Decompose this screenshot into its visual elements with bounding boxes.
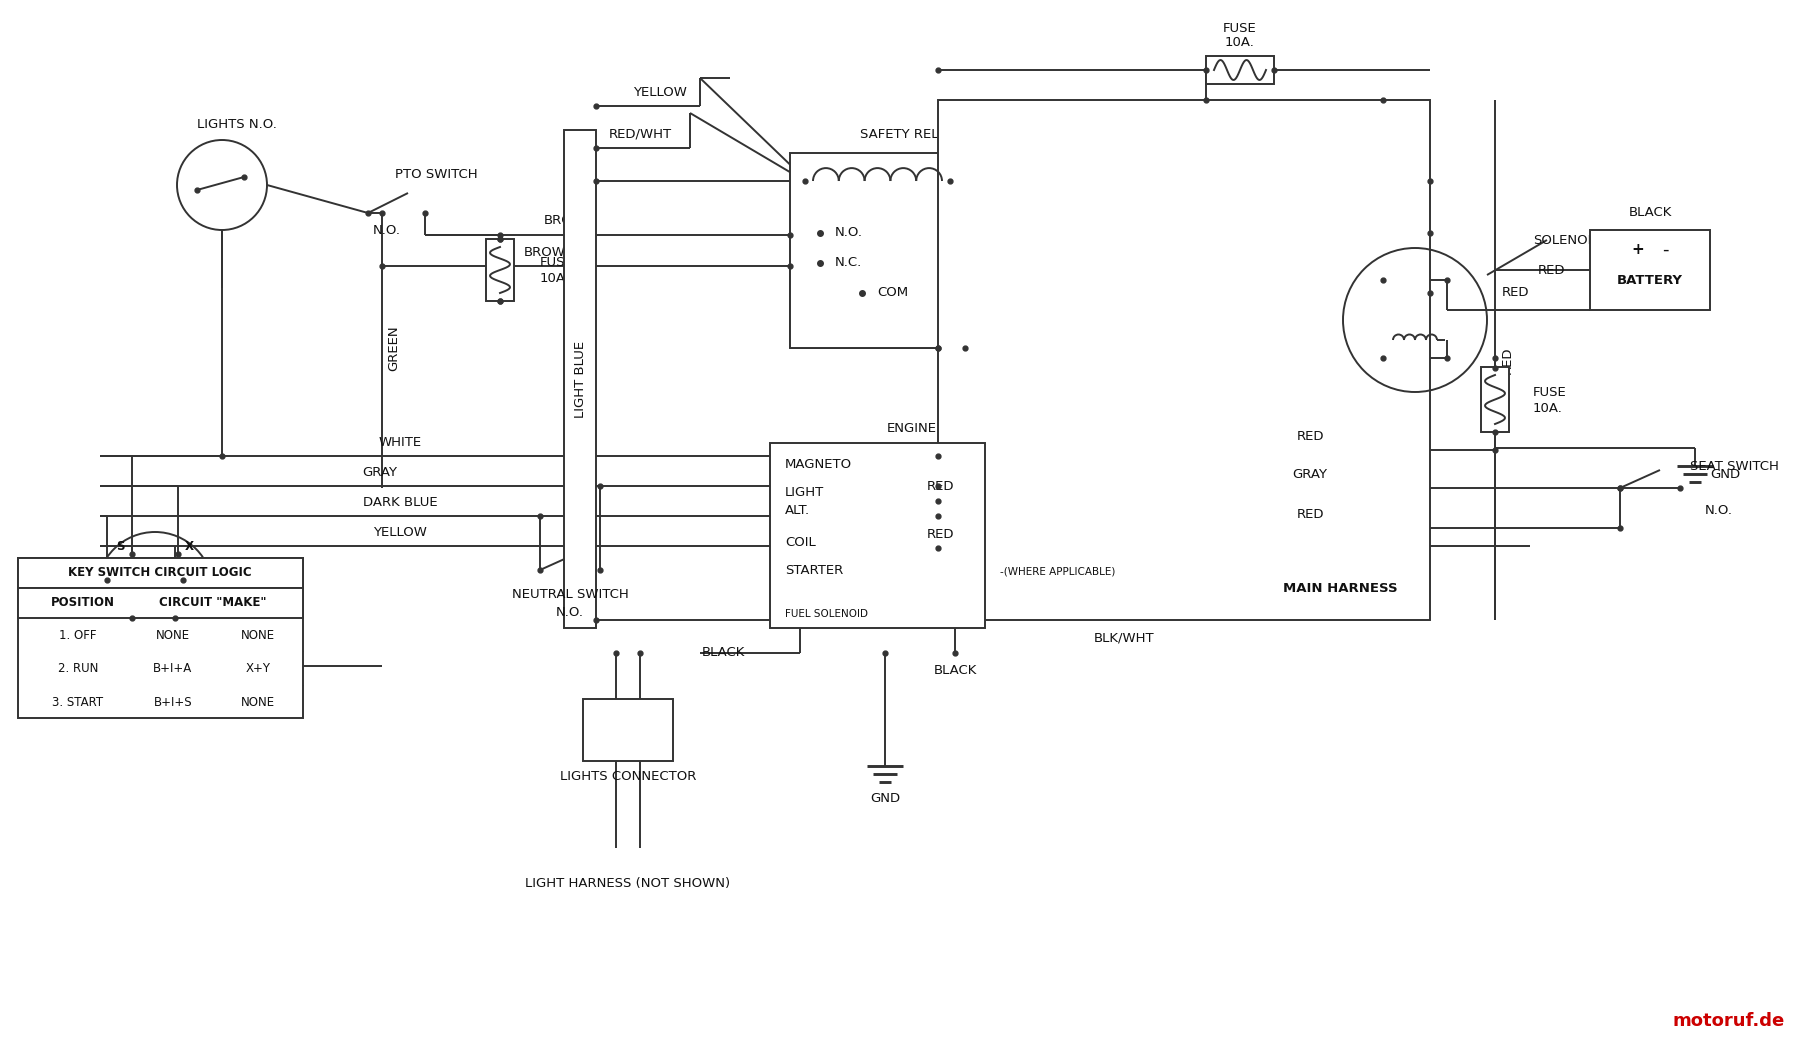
Text: motoruf.de: motoruf.de: [1672, 1012, 1786, 1030]
Text: BLACK: BLACK: [702, 647, 745, 659]
Text: A: A: [88, 573, 97, 587]
Text: BLK/WHT: BLK/WHT: [1094, 632, 1154, 645]
Text: COM: COM: [877, 286, 909, 300]
Text: RED: RED: [1296, 430, 1323, 442]
Text: SOLENOID: SOLENOID: [1534, 234, 1602, 246]
Text: NONE: NONE: [157, 629, 191, 641]
Text: +: +: [1631, 242, 1645, 258]
Text: LIGHT BLUE: LIGHT BLUE: [574, 341, 587, 417]
Text: -(WHERE APPLICABLE): -(WHERE APPLICABLE): [1001, 566, 1116, 576]
Bar: [486, 239, 515, 301]
Text: POSITION: POSITION: [50, 596, 115, 610]
Text: RED/WHT: RED/WHT: [608, 128, 671, 140]
Text: FUSE: FUSE: [540, 256, 574, 268]
Text: B+I+A: B+I+A: [153, 662, 193, 675]
Text: BROWN: BROWN: [544, 215, 596, 227]
Text: BROWN: BROWN: [524, 245, 576, 259]
Text: LIGHTS N.O.: LIGHTS N.O.: [196, 117, 277, 131]
Text: GREEN: GREEN: [387, 325, 400, 371]
Bar: [18, 558, 302, 718]
Text: RED: RED: [927, 480, 954, 494]
Text: LIGHTS CONNECTOR: LIGHTS CONNECTOR: [560, 770, 697, 784]
Bar: [583, 699, 673, 761]
Text: BLACK: BLACK: [977, 165, 1021, 177]
Text: WHITE: WHITE: [378, 436, 421, 449]
Text: KEY SWITCH: KEY SWITCH: [99, 694, 191, 706]
Text: NONE: NONE: [241, 629, 275, 641]
Text: N.O.: N.O.: [835, 226, 862, 240]
Text: B+I+S: B+I+S: [153, 696, 193, 708]
Text: Y: Y: [182, 604, 191, 616]
Text: BATTERY: BATTERY: [1616, 274, 1683, 286]
Bar: [18, 588, 302, 618]
Bar: [1589, 230, 1710, 310]
Bar: [1206, 56, 1274, 84]
Bar: [790, 153, 965, 348]
Text: GND: GND: [869, 791, 900, 805]
Text: MAGNETO: MAGNETO: [785, 459, 851, 472]
Text: ALT.: ALT.: [785, 504, 810, 518]
Text: GRAY: GRAY: [1292, 467, 1328, 480]
Text: S: S: [117, 540, 124, 552]
Bar: [18, 558, 302, 588]
Bar: [1481, 367, 1508, 432]
Text: GRAY: GRAY: [362, 465, 398, 479]
Text: LIGHT: LIGHT: [785, 486, 824, 500]
Text: 10A.: 10A.: [1534, 401, 1562, 415]
Text: X: X: [185, 540, 194, 552]
Text: X+Y: X+Y: [245, 662, 270, 675]
Text: RED: RED: [1501, 285, 1530, 299]
Bar: [770, 443, 985, 628]
Text: NONE: NONE: [241, 696, 275, 708]
Text: KEY SWITCH CIRCUIT LOGIC: KEY SWITCH CIRCUIT LOGIC: [68, 567, 252, 580]
Bar: [938, 100, 1429, 620]
Text: BLACK: BLACK: [1629, 205, 1672, 218]
Text: RED: RED: [1501, 346, 1514, 374]
Text: I: I: [121, 604, 124, 616]
Text: NEUTRAL SWITCH: NEUTRAL SWITCH: [511, 589, 628, 602]
Text: -: -: [1661, 241, 1669, 259]
Text: FUEL SOLENOID: FUEL SOLENOID: [785, 609, 868, 619]
Text: SAFETY RELAY: SAFETY RELAY: [860, 129, 954, 141]
Bar: [563, 130, 596, 628]
Text: PTO SWITCH: PTO SWITCH: [394, 169, 477, 181]
Text: ENGINE: ENGINE: [887, 421, 938, 435]
Text: STARTER: STARTER: [785, 565, 842, 577]
Text: DARK BLUE: DARK BLUE: [362, 496, 437, 508]
Text: RED: RED: [1537, 263, 1564, 277]
Text: 3. START: 3. START: [52, 696, 104, 708]
Text: N.O.: N.O.: [1705, 503, 1733, 517]
Text: 1. OFF: 1. OFF: [59, 629, 97, 641]
Text: N.C.: N.C.: [835, 257, 862, 269]
Text: YELLOW: YELLOW: [634, 86, 688, 99]
Text: 10A.: 10A.: [1226, 36, 1255, 48]
Text: BLACK: BLACK: [934, 664, 977, 677]
Text: FUSE: FUSE: [1534, 386, 1566, 398]
Text: 2. RUN: 2. RUN: [58, 662, 99, 675]
Text: GND: GND: [1710, 467, 1741, 480]
Text: FUSE: FUSE: [1224, 22, 1256, 35]
Text: N.O.: N.O.: [373, 224, 401, 238]
Text: B: B: [193, 573, 202, 587]
Text: CIRCUIT "MAKE": CIRCUIT "MAKE": [158, 596, 266, 610]
Text: YELLOW: YELLOW: [373, 525, 427, 539]
Text: COIL: COIL: [785, 537, 815, 549]
Text: RED: RED: [927, 527, 954, 541]
Text: SEAT SWITCH: SEAT SWITCH: [1690, 459, 1778, 473]
Text: N.O.: N.O.: [556, 607, 583, 619]
Text: RED: RED: [1296, 507, 1323, 521]
Text: MAIN HARNESS: MAIN HARNESS: [1283, 582, 1397, 594]
Text: YELLOW: YELLOW: [185, 663, 239, 677]
Text: LIGHT HARNESS (NOT SHOWN): LIGHT HARNESS (NOT SHOWN): [526, 876, 731, 890]
Text: 10A.: 10A.: [540, 271, 571, 284]
